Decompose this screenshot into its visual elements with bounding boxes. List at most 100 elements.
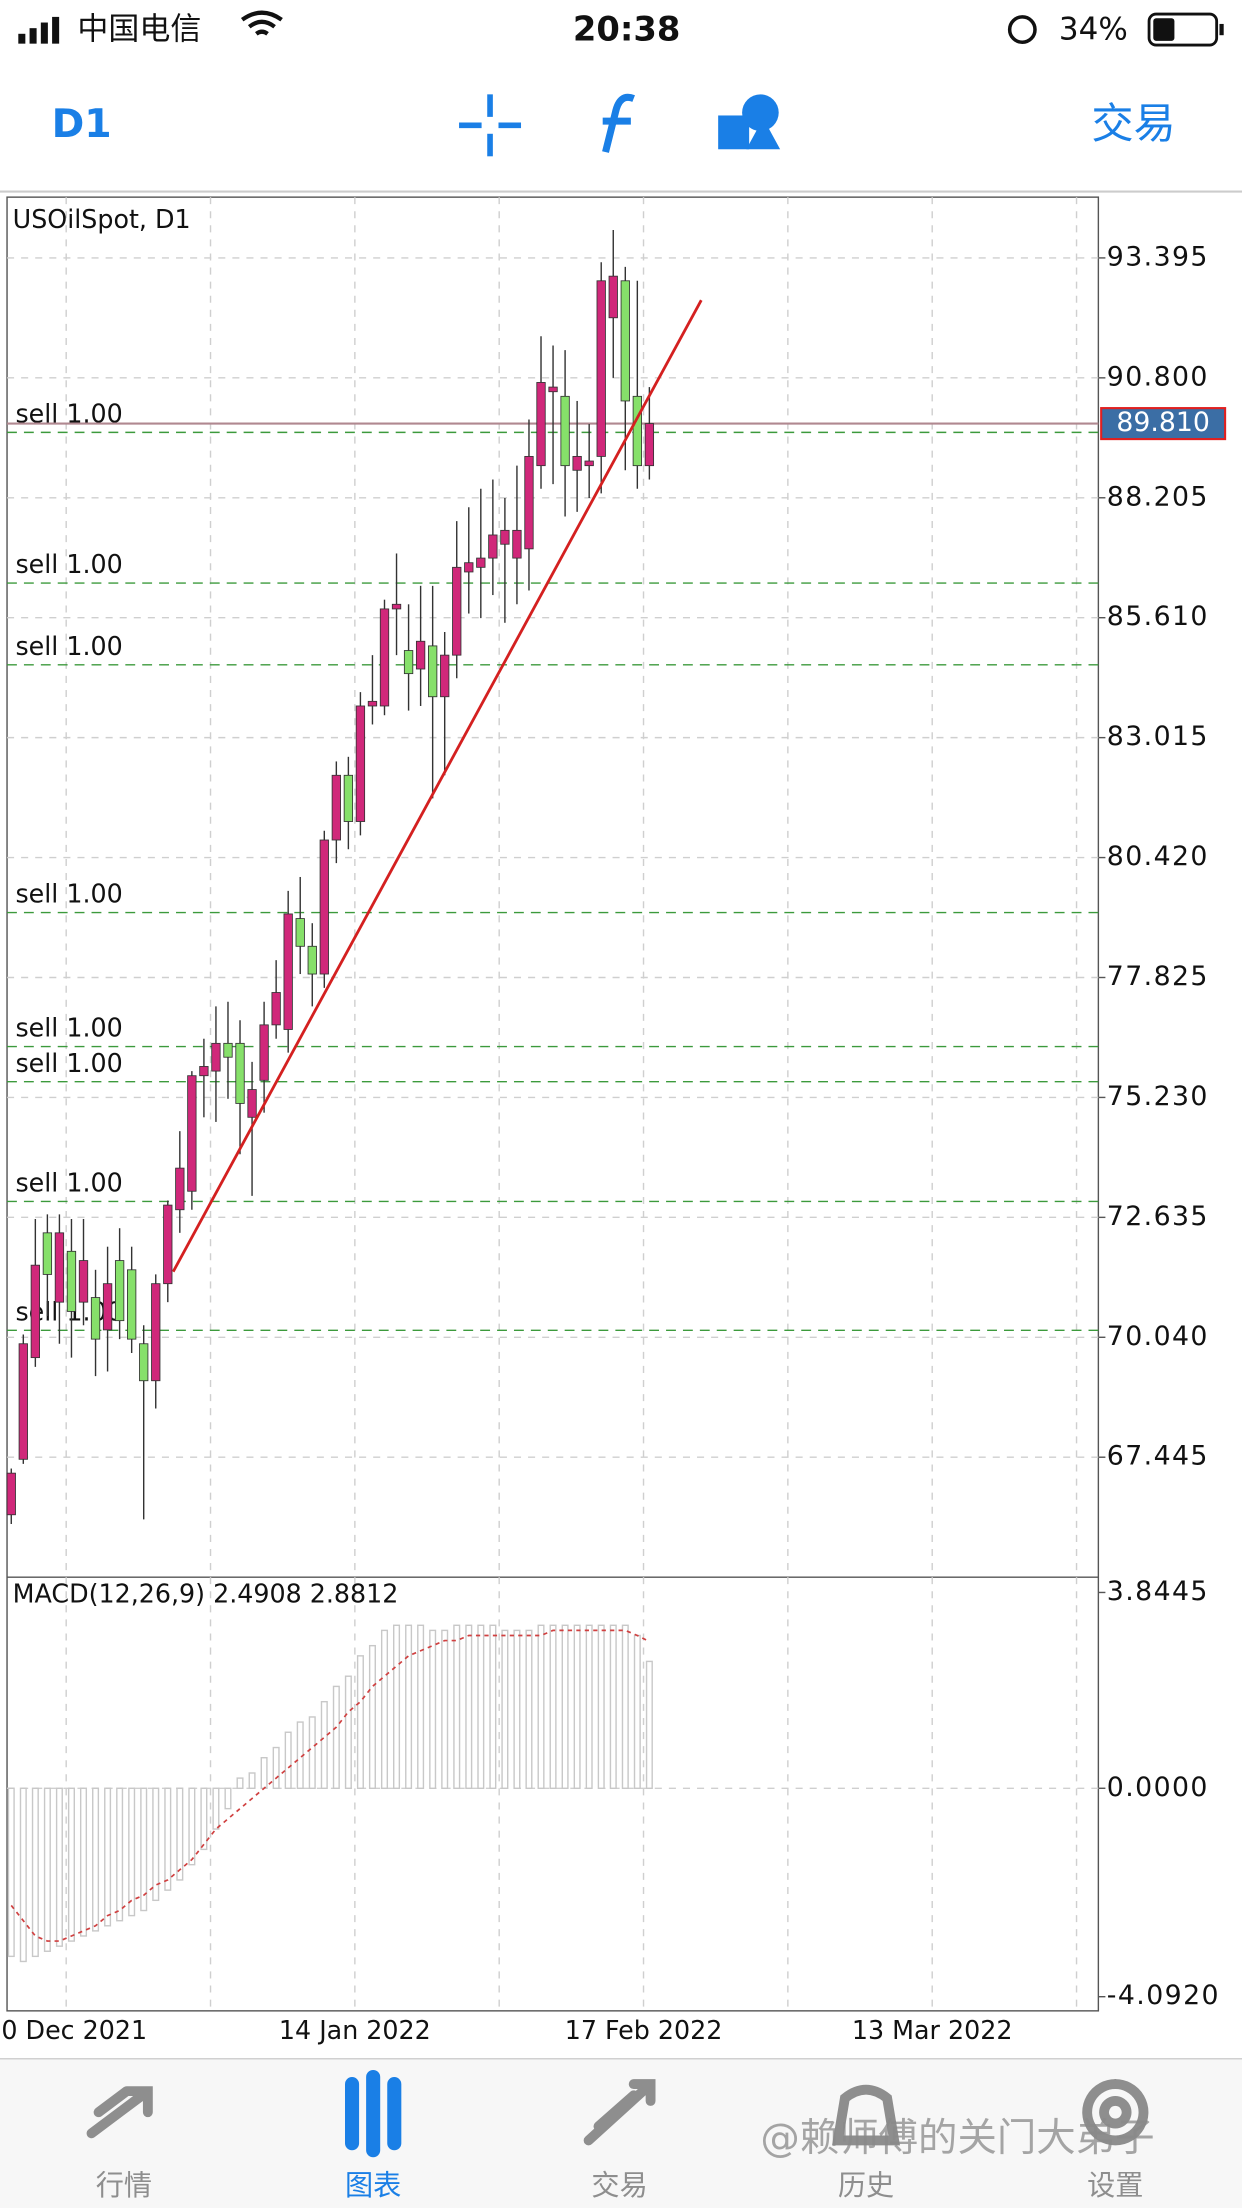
macd-bar	[260, 1757, 268, 1789]
crosshair-button[interactable]	[459, 94, 522, 157]
macd-bar	[609, 1624, 617, 1789]
macd-bar	[7, 1787, 15, 1958]
macd-bar	[104, 1787, 112, 1927]
candle-body	[139, 1343, 149, 1382]
y-tick-label: 77.825	[1107, 961, 1209, 992]
candle-body	[175, 1167, 185, 1211]
candle-body	[644, 423, 655, 467]
tab-icon[interactable]	[345, 2070, 402, 2158]
candle-body	[355, 705, 366, 822]
candle-body	[428, 645, 438, 698]
candle-body	[127, 1269, 137, 1340]
macd-bar	[332, 1685, 340, 1789]
candle-body	[440, 654, 450, 698]
candle-body	[403, 650, 414, 675]
macd-bar	[501, 1629, 509, 1789]
candle-body	[6, 1472, 16, 1516]
tab-icon[interactable]	[832, 2084, 901, 2146]
y-tick-label: 80.420	[1107, 841, 1209, 872]
candle-body	[584, 460, 594, 467]
tab-icon[interactable]	[583, 2079, 656, 2146]
lock-icon	[1007, 15, 1037, 45]
macd-bar	[393, 1624, 401, 1789]
macd-bar	[429, 1629, 437, 1789]
tab-label[interactable]: 图表	[345, 2169, 401, 2202]
candle-body	[211, 1042, 221, 1072]
timeframe-button[interactable]: D1	[52, 101, 112, 147]
tab-icon[interactable]	[1082, 2079, 1149, 2146]
candle-body	[66, 1250, 77, 1312]
candle-body	[295, 918, 305, 947]
candle-body	[54, 1232, 65, 1303]
macd-bar	[489, 1624, 497, 1789]
trade-button[interactable]: 交易	[1091, 99, 1175, 148]
macd-bar	[128, 1787, 136, 1917]
chart-title: USOilSpot, D1	[13, 204, 191, 234]
chart-layer: 10 Dec 2021 14 Jan 2022 17 Feb 2022 13 Mar …	[0, 197, 1227, 2045]
candle-body	[30, 1264, 40, 1359]
order-label: sell 1.00	[15, 879, 122, 909]
indicator-button[interactable]	[602, 93, 635, 153]
macd-title: MACD(12,26,9) 2.4908 2.8812	[13, 1578, 399, 1608]
y-tick-label: -4.0920	[1107, 1980, 1220, 2011]
macd-bar	[441, 1629, 449, 1789]
candle-body	[488, 534, 498, 559]
tab-label[interactable]: 交易	[591, 2169, 647, 2202]
macd-bar	[344, 1675, 352, 1789]
candle-body	[367, 700, 378, 707]
macd-bar	[212, 1787, 220, 1830]
chart-frame	[6, 196, 1100, 2012]
y-tick-label: 83.015	[1107, 721, 1209, 752]
candle-body	[536, 382, 546, 467]
objects-button[interactable]	[718, 94, 781, 150]
signal-line	[10, 1629, 650, 1942]
macd-bar	[116, 1787, 124, 1922]
macd-bar	[308, 1716, 316, 1789]
candle-body	[259, 1024, 269, 1081]
macd-bar	[645, 1660, 653, 1789]
macd-bar	[368, 1644, 376, 1789]
candle-body	[199, 1066, 209, 1077]
macd-bar	[417, 1624, 425, 1789]
macd-bar	[561, 1624, 569, 1789]
macd-bar	[248, 1772, 256, 1789]
macd-bar	[356, 1655, 364, 1789]
macd-bar	[176, 1787, 184, 1881]
candle-body	[247, 1089, 257, 1118]
macd-bar	[405, 1624, 413, 1789]
tab-label[interactable]: 行情	[96, 2169, 152, 2202]
candle-body	[572, 455, 582, 471]
x-tick-label: 13 Mar 2022	[852, 2015, 1013, 2045]
y-tick-label: 70.040	[1107, 1321, 1209, 1352]
candle-body	[632, 395, 642, 467]
order-label: sell 1.00	[15, 631, 122, 661]
current-price-label: 89.810	[1116, 407, 1210, 438]
candle-body	[187, 1075, 197, 1192]
candle-body	[102, 1283, 113, 1331]
macd-bar	[477, 1624, 485, 1789]
candle-body	[512, 529, 522, 559]
macd-bar	[236, 1777, 244, 1789]
candle-body	[307, 945, 317, 975]
tab-bar	[0, 2058, 1242, 2208]
macd-bar	[164, 1787, 172, 1891]
macd-bar	[537, 1624, 545, 1789]
candle-body	[163, 1204, 173, 1285]
macd-bar	[188, 1787, 196, 1866]
candle-body	[452, 566, 462, 656]
order-label: sell 1.00	[15, 549, 122, 579]
order-label: sell 1.00	[15, 1013, 122, 1043]
order-label: sell 1.00	[15, 1168, 122, 1198]
candle-body	[620, 280, 630, 402]
candle-body	[283, 913, 293, 1030]
tab-icon[interactable]	[86, 2086, 153, 2139]
current-price-box	[1100, 407, 1227, 441]
carrier: 中国电信	[77, 11, 201, 47]
tab-label[interactable]: 设置	[1087, 2169, 1143, 2202]
macd-bar	[621, 1624, 629, 1789]
macd-bar	[633, 1634, 641, 1789]
tab-label[interactable]: 历史	[838, 2169, 894, 2202]
candle-body	[151, 1283, 161, 1382]
candle-body	[18, 1343, 28, 1460]
